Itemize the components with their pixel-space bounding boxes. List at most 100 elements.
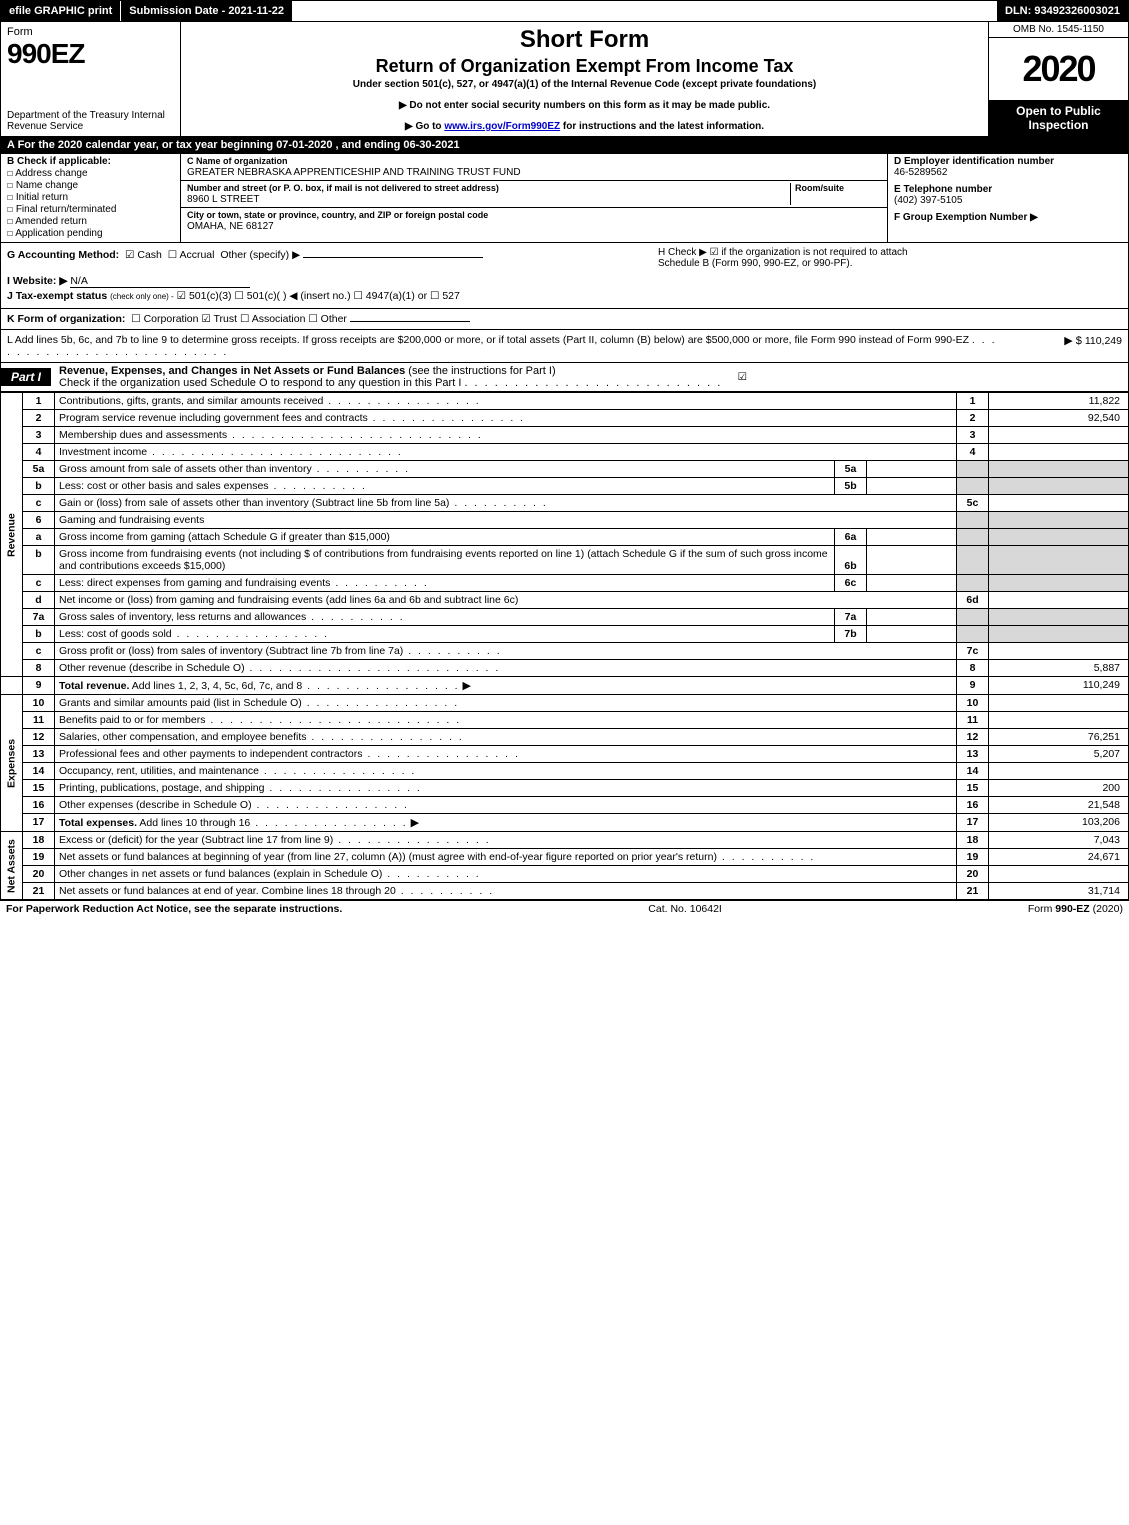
city-row: City or town, state or province, country… (181, 208, 887, 234)
chk-initial-return-label: Initial return (16, 192, 68, 203)
line-7c-desc: Gross profit or (loss) from sales of inv… (59, 645, 403, 657)
k-label: K Form of organization: (7, 313, 125, 325)
line-1-desc: Contributions, gifts, grants, and simila… (59, 395, 323, 407)
bcd-section: B Check if applicable: ☐ Address change … (0, 154, 1129, 243)
line-10-num: 10 (23, 695, 55, 712)
line-2-rn: 2 (957, 410, 989, 427)
line-7b: b Less: cost of goods sold 7b (1, 626, 1129, 643)
k-options[interactable]: ☐ Corporation ☑ Trust ☐ Association ☐ Ot… (131, 313, 347, 325)
chk-final-return[interactable]: ☐ Final return/terminated (7, 204, 174, 215)
website-value: N/A (70, 275, 250, 288)
line-6a-shade (957, 529, 989, 546)
line-6a: a Gross income from gaming (attach Sched… (1, 529, 1129, 546)
line-13-desc: Professional fees and other payments to … (59, 748, 363, 760)
l-text: L Add lines 5b, 6c, and 7b to line 9 to … (7, 334, 1002, 358)
part1-header: Part I Revenue, Expenses, and Changes in… (0, 363, 1129, 392)
line-5b-shade (957, 478, 989, 495)
chk-name-change[interactable]: ☐ Name change (7, 180, 174, 191)
line-17: 17 Total expenses. Add lines 10 through … (1, 814, 1129, 832)
line-18: Net Assets 18 Excess or (deficit) for th… (1, 832, 1129, 849)
efile-print-button[interactable]: efile GRAPHIC print (1, 1, 121, 21)
group-exemption-label: F Group Exemption Number ▶ (894, 212, 1038, 223)
line-14-rn: 14 (957, 763, 989, 780)
line-21-val: 31,714 (989, 883, 1129, 900)
line-6a-mn: 6a (835, 529, 867, 546)
header-left: Form 990EZ Department of the Treasury In… (1, 22, 181, 136)
line-13-val: 5,207 (989, 746, 1129, 763)
dln-label: DLN: 93492326003021 (997, 1, 1128, 21)
pra-notice: For Paperwork Reduction Act Notice, see … (6, 903, 342, 915)
line-19-num: 19 (23, 849, 55, 866)
address-row: Number and street (or P. O. box, if mail… (181, 181, 887, 208)
line-6-desc: Gaming and fundraising events (55, 512, 957, 529)
line-6: 6 Gaming and fundraising events (1, 512, 1129, 529)
line-9-num: 9 (23, 677, 55, 695)
line-13: 13 Professional fees and other payments … (1, 746, 1129, 763)
line-6d-val (989, 592, 1129, 609)
section-i: I Website: ▶ N/A (7, 275, 1122, 288)
g-accrual[interactable]: ☐ Accrual (168, 249, 215, 261)
line-5b-desc: Less: cost or other basis and sales expe… (59, 480, 269, 492)
line-15-num: 15 (23, 780, 55, 797)
line-16-val: 21,548 (989, 797, 1129, 814)
chk-application-pending[interactable]: ☐ Application pending (7, 228, 174, 239)
chk-amended-return[interactable]: ☐ Amended return (7, 216, 174, 227)
line-6-shade2 (989, 512, 1129, 529)
section-b: B Check if applicable: ☐ Address change … (1, 154, 181, 242)
section-c: C Name of organization GREATER NEBRASKA … (181, 154, 888, 242)
line-6d-desc: Net income or (loss) from gaming and fun… (55, 592, 957, 609)
line-6b-num: b (23, 546, 55, 575)
line-20-desc: Other changes in net assets or fund bala… (59, 868, 382, 880)
line-5a-shade (957, 461, 989, 478)
line-8: 8 Other revenue (describe in Schedule O)… (1, 660, 1129, 677)
line-1: Revenue 1 Contributions, gifts, grants, … (1, 393, 1129, 410)
line-6c-shade2 (989, 575, 1129, 592)
chk-initial-return[interactable]: ☐ Initial return (7, 192, 174, 203)
line-3-val (989, 427, 1129, 444)
line-14: 14 Occupancy, rent, utilities, and maint… (1, 763, 1129, 780)
line-9: 9 Total revenue. Add lines 1, 2, 3, 4, 5… (1, 677, 1129, 695)
line-20-num: 20 (23, 866, 55, 883)
line-17-val: 103,206 (989, 814, 1129, 832)
goto-link-line: ▶ Go to www.irs.gov/Form990EZ for instru… (189, 121, 980, 132)
line-9-rn: 9 (957, 677, 989, 695)
j-options[interactable]: ☑ 501(c)(3) ☐ 501(c)( ) ◀ (insert no.) ☐… (177, 290, 460, 302)
line-10-desc: Grants and similar amounts paid (list in… (59, 697, 302, 709)
part1-title-bold: Revenue, Expenses, and Changes in Net As… (59, 365, 405, 377)
chk-address-change[interactable]: ☐ Address change (7, 168, 174, 179)
line-16-num: 16 (23, 797, 55, 814)
line-5c-desc: Gain or (loss) from sale of assets other… (59, 497, 449, 509)
form-label: Form (7, 26, 33, 38)
org-name-row: C Name of organization GREATER NEBRASKA … (181, 154, 887, 181)
revenue-label: Revenue (1, 393, 23, 677)
line-6a-num: a (23, 529, 55, 546)
line-3: 3 Membership dues and assessments 3 (1, 427, 1129, 444)
line-14-val (989, 763, 1129, 780)
chk-application-pending-label: Application pending (15, 228, 102, 239)
part1-checkbox[interactable]: ☑ (730, 371, 754, 383)
k-other-field[interactable] (350, 321, 470, 322)
address-value: 8960 L STREET (187, 194, 259, 205)
line-6b-shade2 (989, 546, 1129, 575)
line-5a-desc: Gross amount from sale of assets other t… (59, 463, 312, 475)
org-name-value: GREATER NEBRASKA APPRENTICESHIP AND TRAI… (187, 167, 521, 178)
section-h: H Check ▶ ☑ if the organization is not r… (658, 247, 928, 269)
part1-table: Revenue 1 Contributions, gifts, grants, … (0, 392, 1129, 900)
form-code: 990EZ (7, 38, 85, 69)
goto-suffix: for instructions and the latest informat… (560, 121, 764, 132)
line-6-num: 6 (23, 512, 55, 529)
line-5b: b Less: cost or other basis and sales ex… (1, 478, 1129, 495)
line-12-val: 76,251 (989, 729, 1129, 746)
line-6b-shade (957, 546, 989, 575)
part1-title: Revenue, Expenses, and Changes in Net As… (51, 363, 730, 391)
line-18-val: 7,043 (989, 832, 1129, 849)
line-2-val: 92,540 (989, 410, 1129, 427)
line-6a-shade2 (989, 529, 1129, 546)
irs-link[interactable]: www.irs.gov/Form990EZ (444, 121, 560, 132)
line-2: 2 Program service revenue including gove… (1, 410, 1129, 427)
expenses-label: Expenses (1, 695, 23, 832)
chk-amended-return-label: Amended return (15, 216, 87, 227)
g-other-field[interactable] (303, 257, 483, 258)
g-cash[interactable]: ☑ Cash (125, 249, 162, 261)
header-right: OMB No. 1545-1150 2020 Open to Public In… (988, 22, 1128, 136)
